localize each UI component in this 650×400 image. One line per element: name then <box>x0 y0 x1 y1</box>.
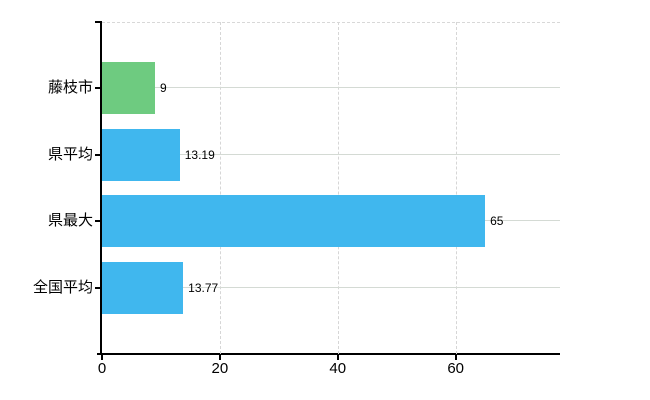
category-label: 県最大 <box>47 212 93 230</box>
y-axis-tick <box>95 87 102 90</box>
value-label: 9 <box>160 81 167 96</box>
x-tick-label: 20 <box>211 360 229 377</box>
x-gridline <box>337 22 339 354</box>
y-axis-tick <box>95 286 102 289</box>
x-axis-tick <box>336 354 339 360</box>
bar <box>102 261 184 314</box>
x-axis-tick <box>218 354 221 360</box>
x-axis-tick <box>101 354 103 360</box>
y-axis <box>100 22 102 354</box>
value-label: 13.19 <box>184 147 215 162</box>
category-gridline <box>102 286 560 288</box>
category-label: 藤枝市 <box>47 79 93 97</box>
x-tick-label: 0 <box>97 360 107 377</box>
bar <box>102 195 486 248</box>
category-label: 全国平均 <box>32 278 93 296</box>
category-label: 県平均 <box>47 145 93 163</box>
bar <box>102 62 156 115</box>
y-axis-top-tick <box>95 21 102 23</box>
x-tick-label: 60 <box>447 360 464 377</box>
x-axis-tick <box>454 354 457 360</box>
y-axis-tick <box>95 220 102 223</box>
category-gridline <box>102 87 560 89</box>
x-gridline <box>455 22 457 354</box>
value-label: 65 <box>490 214 504 229</box>
x-tick-label: 40 <box>329 360 347 377</box>
x-axis <box>97 353 560 355</box>
y-axis-tick <box>95 153 102 156</box>
x-gridline <box>219 22 221 354</box>
plot-top-gridline <box>102 22 560 23</box>
category-gridline <box>102 153 560 155</box>
value-label: 13.77 <box>188 280 219 295</box>
bar <box>102 128 180 181</box>
